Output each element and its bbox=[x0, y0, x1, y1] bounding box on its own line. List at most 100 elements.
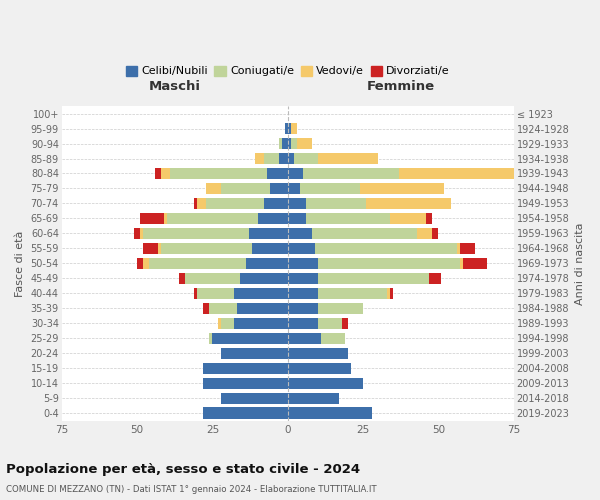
Bar bbox=[248, 228, 288, 239]
Bar bbox=[194, 288, 197, 300]
Bar bbox=[288, 318, 318, 329]
Bar bbox=[209, 332, 212, 344]
Bar bbox=[463, 258, 487, 270]
Bar bbox=[418, 228, 433, 239]
Bar bbox=[279, 138, 282, 149]
Bar bbox=[288, 122, 291, 134]
Bar bbox=[245, 258, 288, 270]
Bar bbox=[206, 198, 263, 209]
Bar bbox=[254, 152, 263, 164]
Bar bbox=[288, 332, 321, 344]
Bar bbox=[158, 242, 161, 254]
Bar bbox=[170, 168, 266, 179]
Bar bbox=[269, 182, 288, 194]
Bar bbox=[143, 228, 248, 239]
Bar bbox=[288, 288, 318, 300]
Bar bbox=[288, 408, 372, 419]
Bar bbox=[203, 302, 209, 314]
Bar bbox=[161, 242, 251, 254]
Bar bbox=[433, 228, 439, 239]
Bar bbox=[288, 348, 348, 359]
Bar bbox=[526, 168, 532, 179]
Bar bbox=[312, 228, 418, 239]
Bar bbox=[143, 258, 149, 270]
Bar bbox=[203, 408, 288, 419]
Text: Maschi: Maschi bbox=[149, 80, 201, 92]
Bar bbox=[294, 152, 318, 164]
Bar bbox=[288, 258, 318, 270]
Bar bbox=[206, 182, 221, 194]
Bar bbox=[212, 332, 288, 344]
Bar bbox=[360, 182, 445, 194]
Bar bbox=[342, 318, 348, 329]
Bar bbox=[318, 318, 342, 329]
Bar bbox=[430, 272, 442, 284]
Bar bbox=[387, 288, 390, 300]
Bar bbox=[288, 302, 318, 314]
Text: Femmine: Femmine bbox=[367, 80, 435, 92]
Bar bbox=[279, 152, 288, 164]
Text: Popolazione per età, sesso e stato civile - 2024: Popolazione per età, sesso e stato civil… bbox=[6, 462, 360, 475]
Legend: Celibi/Nubili, Coniugati/e, Vedovi/e, Divorziati/e: Celibi/Nubili, Coniugati/e, Vedovi/e, Di… bbox=[121, 61, 454, 81]
Bar bbox=[366, 198, 451, 209]
Bar bbox=[233, 288, 288, 300]
Bar bbox=[194, 198, 197, 209]
Bar bbox=[291, 122, 297, 134]
Bar bbox=[303, 168, 399, 179]
Bar bbox=[315, 242, 457, 254]
Bar bbox=[221, 392, 288, 404]
Bar bbox=[288, 152, 294, 164]
Bar bbox=[209, 302, 236, 314]
Bar bbox=[291, 138, 297, 149]
Bar bbox=[390, 212, 427, 224]
Bar bbox=[460, 258, 463, 270]
Bar bbox=[288, 212, 306, 224]
Bar bbox=[460, 242, 475, 254]
Bar bbox=[134, 228, 140, 239]
Bar bbox=[137, 258, 143, 270]
Bar bbox=[263, 152, 279, 164]
Bar bbox=[233, 318, 288, 329]
Bar bbox=[161, 168, 170, 179]
Bar bbox=[197, 198, 206, 209]
Bar bbox=[285, 122, 288, 134]
Bar bbox=[203, 378, 288, 389]
Bar bbox=[236, 302, 288, 314]
Bar bbox=[221, 348, 288, 359]
Bar bbox=[251, 242, 288, 254]
Bar bbox=[218, 318, 221, 329]
Bar bbox=[288, 168, 303, 179]
Bar bbox=[288, 198, 306, 209]
Bar bbox=[318, 152, 378, 164]
Y-axis label: Anni di nascita: Anni di nascita bbox=[575, 222, 585, 304]
Bar bbox=[457, 242, 460, 254]
Bar bbox=[263, 198, 288, 209]
Bar bbox=[185, 272, 239, 284]
Text: COMUNE DI MEZZANO (TN) - Dati ISTAT 1° gennaio 2024 - Elaborazione TUTTITALIA.IT: COMUNE DI MEZZANO (TN) - Dati ISTAT 1° g… bbox=[6, 485, 377, 494]
Bar bbox=[288, 182, 300, 194]
Bar bbox=[221, 318, 233, 329]
Bar bbox=[197, 288, 233, 300]
Bar bbox=[203, 362, 288, 374]
Bar bbox=[390, 288, 393, 300]
Bar bbox=[288, 138, 291, 149]
Bar bbox=[321, 332, 345, 344]
Bar bbox=[427, 212, 433, 224]
Bar bbox=[288, 378, 363, 389]
Bar bbox=[140, 212, 164, 224]
Bar bbox=[288, 242, 315, 254]
Bar bbox=[288, 392, 339, 404]
Bar bbox=[140, 228, 143, 239]
Bar bbox=[257, 212, 288, 224]
Bar bbox=[297, 138, 312, 149]
Bar bbox=[399, 168, 526, 179]
Bar bbox=[300, 182, 360, 194]
Bar bbox=[221, 182, 269, 194]
Bar bbox=[266, 168, 288, 179]
Bar bbox=[318, 258, 460, 270]
Bar bbox=[288, 362, 351, 374]
Bar bbox=[288, 272, 318, 284]
Bar bbox=[318, 288, 387, 300]
Bar bbox=[318, 302, 363, 314]
Bar bbox=[239, 272, 288, 284]
